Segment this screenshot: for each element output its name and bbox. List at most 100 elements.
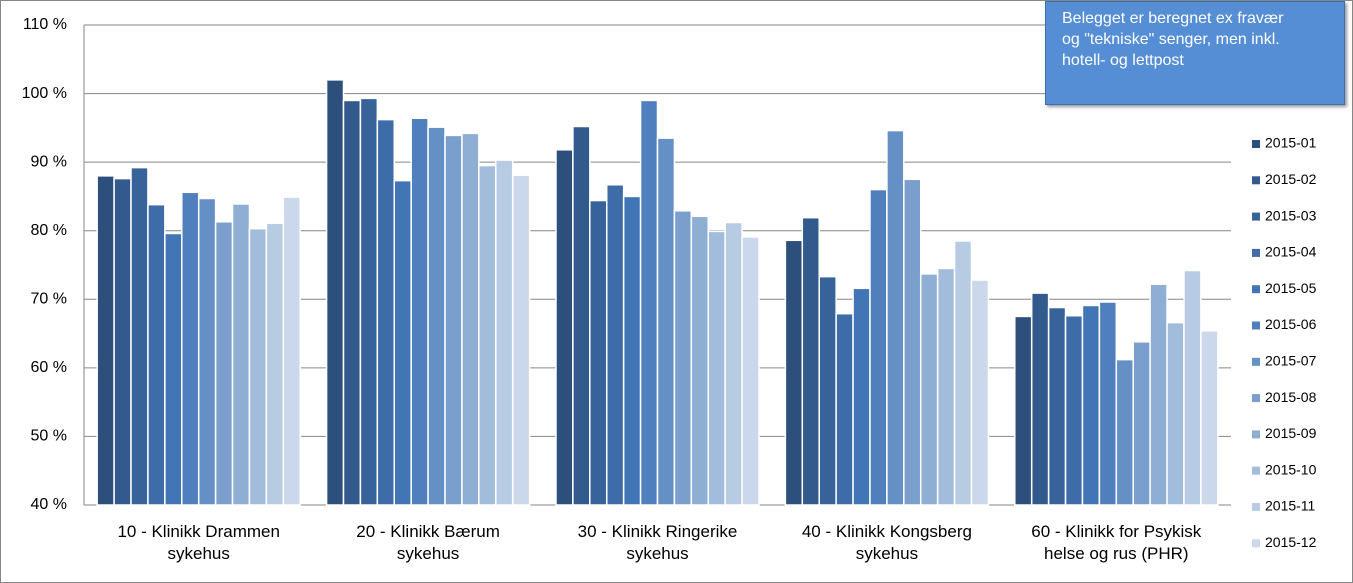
bar: [690, 215, 710, 506]
y-tick-label: 80 %: [31, 222, 67, 239]
legend-label: 2015-03: [1265, 207, 1317, 223]
bar: [970, 279, 990, 506]
bar: [495, 159, 514, 506]
bar: [197, 197, 217, 506]
x-tick-label: 20 - Klinikk Bærum sykehus: [356, 522, 500, 563]
bar: [919, 273, 939, 506]
bar: [214, 221, 234, 506]
annotation-line: Belegget er beregnet ex fravær: [1062, 10, 1284, 27]
legend-swatch: [1252, 430, 1260, 439]
legend-label: 2015-10: [1265, 461, 1317, 477]
bar: [852, 287, 871, 506]
legend-swatch: [1252, 176, 1260, 185]
x-tick-label: 40 - Klinikk Kongsberg sykehus: [801, 522, 972, 563]
bar: [605, 184, 625, 506]
x-tick-label: 60 - Klinikk for Psykisk helse og rus (P…: [1031, 522, 1202, 563]
bar: [342, 99, 362, 506]
bar: [248, 227, 268, 506]
bar: [1014, 315, 1033, 506]
bar: [1200, 330, 1219, 506]
bar: [478, 164, 497, 506]
bar: [707, 230, 726, 506]
legend-label: 2015-09: [1265, 425, 1317, 441]
bar: [656, 137, 676, 506]
annotation-line: hotell- og lettpost: [1062, 52, 1184, 69]
bar: [1081, 304, 1101, 506]
bar: [835, 312, 854, 506]
legend-swatch: [1252, 357, 1260, 366]
bar: [359, 97, 379, 506]
bar: [1098, 301, 1118, 506]
bar: [96, 175, 115, 506]
bar: [1030, 292, 1050, 506]
bar: [936, 267, 956, 506]
legend-swatch: [1252, 212, 1260, 221]
bar: [724, 221, 743, 506]
legend-label: 2015-04: [1265, 244, 1317, 260]
bar: [325, 79, 345, 506]
bar: [784, 239, 804, 506]
bar: [427, 126, 446, 506]
bar: [1132, 341, 1151, 506]
legend-swatch: [1252, 466, 1260, 475]
bar: [282, 196, 301, 506]
bar: [231, 203, 251, 506]
legend-label: 2015-08: [1265, 389, 1317, 405]
y-tick-label: 60 %: [31, 359, 67, 376]
bar: [869, 188, 888, 506]
legend-swatch: [1252, 503, 1260, 511]
legend-label: 2015-06: [1265, 316, 1317, 332]
bar: [886, 129, 905, 506]
bar: [376, 118, 396, 506]
bar: [444, 134, 463, 506]
legend-label: 2015-01: [1265, 135, 1317, 151]
bar: [1149, 283, 1168, 506]
bar: [181, 191, 200, 506]
legend-label: 2015-07: [1265, 353, 1317, 369]
legend-label: 2015-05: [1265, 280, 1317, 296]
legend-label: 2015-12: [1265, 534, 1317, 550]
y-tick-label: 110 %: [23, 16, 67, 33]
bar: [801, 216, 820, 506]
bar: [1064, 314, 1084, 506]
bar: [1166, 321, 1185, 506]
legend-swatch: [1252, 248, 1260, 257]
bar: [639, 99, 659, 506]
y-tick-label: 40 %: [31, 496, 67, 513]
bar: [393, 179, 412, 506]
y-tick-label: 100 %: [22, 85, 67, 102]
legend-swatch: [1252, 285, 1260, 294]
bar: [903, 178, 922, 506]
bar: [164, 232, 183, 506]
annotation-box: Belegget er beregnet ex fravær og "teknis…: [1045, 1, 1345, 105]
bar: [555, 149, 574, 506]
bar: [113, 177, 132, 506]
bar: [265, 222, 285, 506]
bar: [461, 132, 480, 506]
legend-label: 2015-02: [1265, 171, 1317, 187]
bar: [589, 199, 608, 506]
legend-swatch: [1252, 394, 1260, 403]
bar: [1183, 269, 1202, 506]
bar: [130, 166, 149, 506]
bar: [410, 117, 429, 506]
bar: [741, 236, 760, 506]
x-tick-label: 30 - Klinikk Ringerike sykehus: [577, 522, 738, 563]
bar: [1115, 358, 1134, 506]
bar: [673, 210, 693, 506]
bar: [818, 275, 837, 506]
legend-swatch: [1252, 321, 1260, 330]
y-tick-label: 50 %: [31, 428, 67, 445]
bar: [622, 195, 642, 506]
bar: [147, 203, 166, 506]
bar: [1047, 306, 1067, 506]
bar: [572, 125, 591, 506]
bar: [953, 240, 973, 506]
bar: [511, 174, 531, 506]
y-tick-label: 90 %: [31, 153, 67, 170]
legend-label: 2015-11: [1265, 498, 1316, 514]
y-tick-label: 70 %: [31, 291, 67, 308]
legend-swatch: [1252, 140, 1260, 148]
